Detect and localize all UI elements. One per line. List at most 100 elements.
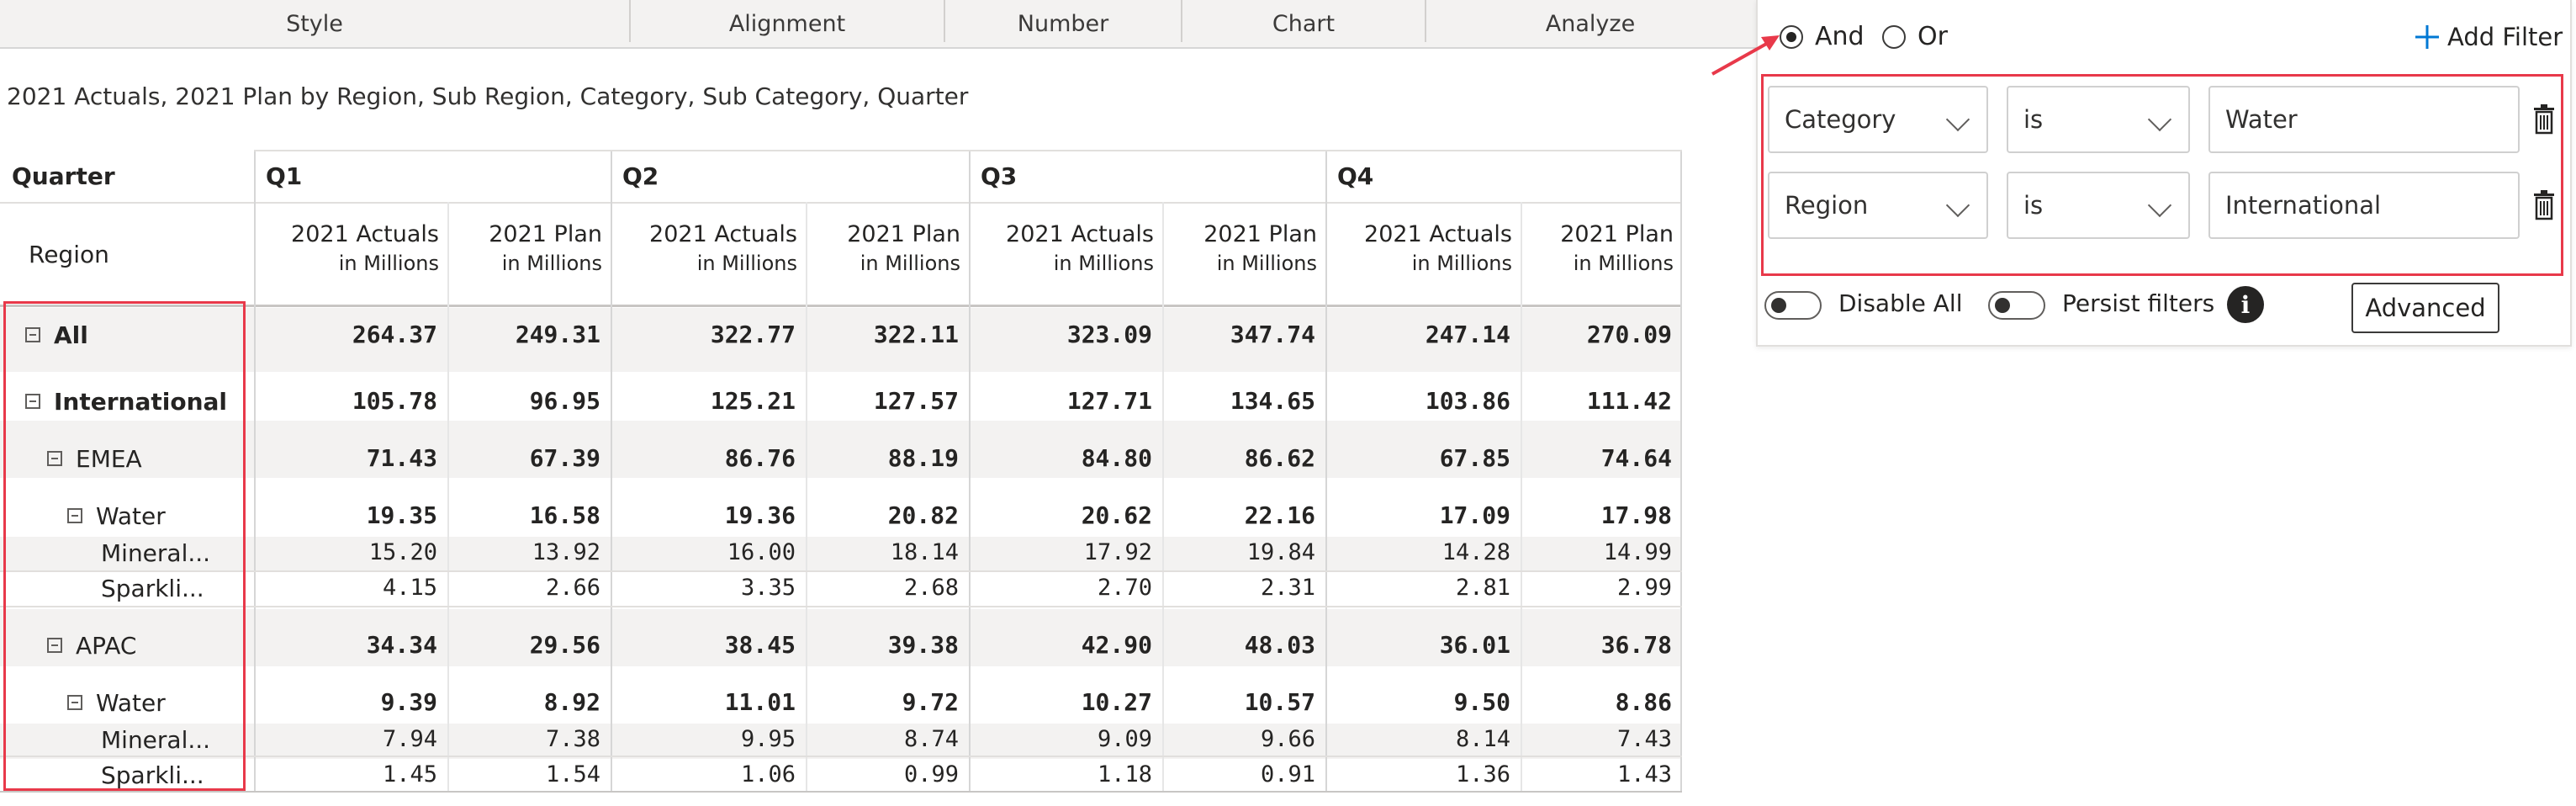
measure-name: 2021 Plan [1560,221,1674,247]
row-header[interactable]: All [25,316,88,353]
or-radio[interactable] [1882,25,1906,49]
table-cell: 7.43 [1616,726,1672,752]
measure-column-header[interactable]: 2021 Actuals in Millions [611,220,806,278]
filter-operator-select[interactable]: is [2007,86,2190,153]
measure-column-header[interactable]: 2021 Plan in Millions [1162,220,1325,278]
plus-icon [2415,25,2439,49]
header-divider [0,202,1682,204]
table-bottom-border [0,791,1682,793]
filter-field-select[interactable]: Category [1768,86,1988,153]
table-cell: 1.18 [1097,761,1152,787]
table-cell: 249.31 [515,321,600,348]
disable-all-label: Disable All [1838,289,1963,317]
row-header[interactable]: International [25,383,227,420]
filter-operator-value: is [2023,105,2044,134]
table-cell: 10.57 [1244,688,1315,716]
table-cell: 127.57 [873,387,959,415]
table-cell: 29.56 [529,631,600,659]
measure-column-header[interactable]: 2021 Actuals in Millions [254,220,447,278]
persist-filters-toggle[interactable] [1988,291,2045,320]
row-header-label: Sparkli... [101,574,204,602]
measure-name: 2021 Actuals [291,221,439,247]
format-ribbon: Style Alignment Number Chart Analyze [0,0,1758,49]
measure-column-header[interactable]: 2021 Plan in Millions [447,220,611,278]
measure-name: 2021 Actuals [649,221,797,247]
table-cell: 96.95 [529,387,600,415]
filter-value-input[interactable]: International [2208,172,2520,239]
measure-column-header[interactable]: 2021 Plan in Millions [806,220,969,278]
chevron-down-icon [1945,107,1970,132]
table-cell: 20.62 [1081,501,1152,529]
table-cell: 34.34 [366,631,437,659]
row-header[interactable]: Water [67,684,166,721]
and-radio[interactable] [1780,25,1803,49]
table-cell: 14.99 [1603,539,1672,565]
collapse-toggle-icon[interactable] [67,508,82,523]
measure-column-header[interactable]: 2021 Plan in Millions [1521,220,1682,278]
table-cell: 125.21 [710,387,796,415]
row-header[interactable]: EMEA [47,440,142,477]
quarter-column-header[interactable]: Q4 [1337,162,1374,190]
measure-column-header[interactable]: 2021 Actuals in Millions [1325,220,1521,278]
measure-unit: in Millions [1573,252,1674,275]
table-cell: 322.77 [710,321,796,348]
tab-alignment[interactable]: Alignment [728,10,846,37]
tab-style[interactable]: Style [286,10,343,37]
row-header-label: Mineral... [101,538,211,567]
table-top-border [254,150,1682,151]
measure-name: 2021 Plan [1203,221,1317,247]
quarter-column-header[interactable]: Q3 [981,162,1018,190]
table-cell: 9.72 [902,688,959,716]
collapse-toggle-icon[interactable] [25,327,40,342]
column-divider [611,150,612,791]
measure-unit: in Millions [1411,252,1512,275]
table-cell: 16.00 [727,539,796,565]
disable-all-toggle[interactable] [1764,291,1822,320]
info-icon[interactable]: i [2227,286,2264,323]
advanced-button[interactable]: Advanced [2351,283,2499,333]
collapse-toggle-icon[interactable] [47,451,62,466]
filter-field-select[interactable]: Region [1768,172,1988,239]
table-cell: 9.95 [740,726,796,752]
measure-name: 2021 Plan [489,221,602,247]
collapse-toggle-icon[interactable] [25,394,40,409]
quarter-column-header[interactable]: Q2 [622,162,659,190]
table-cell: 17.92 [1083,539,1152,565]
table-cell: 11.01 [724,688,796,716]
table-cell: 22.16 [1244,501,1315,529]
collapse-toggle-icon[interactable] [47,638,62,653]
ribbon-separator [629,0,631,42]
chevron-down-icon [2147,107,2172,132]
table-cell: 9.39 [380,688,437,716]
collapse-toggle-icon[interactable] [67,695,82,710]
filter-field-value: Region [1785,191,1869,220]
measure-column-header[interactable]: 2021 Actuals in Millions [969,220,1162,278]
header-bottom-border [0,305,1682,307]
table-cell: 67.85 [1439,444,1510,472]
filter-rows-highlight [1761,74,2563,276]
table-cell: 19.35 [366,501,437,529]
trash-icon[interactable] [2531,188,2557,222]
tab-number[interactable]: Number [1017,10,1109,37]
row-header[interactable]: APAC [47,627,136,664]
table-cell: 2.66 [545,575,600,601]
tab-analyze[interactable]: Analyze [1545,10,1636,37]
tab-chart[interactable]: Chart [1272,10,1336,37]
filter-field-value: Category [1785,105,1896,134]
table-cell: 323.09 [1066,321,1152,348]
add-filter-button[interactable]: Add Filter [2414,20,2563,54]
table-cell: 17.98 [1600,501,1672,529]
trash-icon[interactable] [2531,103,2557,136]
row-header: Sparkli... [101,570,204,607]
row-divider [0,756,1682,757]
quarter-column-header[interactable]: Q1 [266,162,303,190]
row-header[interactable]: Water [67,497,166,534]
column-divider [1521,202,1522,791]
add-filter-label: Add Filter [2447,23,2563,51]
filter-value-input[interactable]: Water [2208,86,2520,153]
row-divider [0,570,1682,572]
filter-operator-select[interactable]: is [2007,172,2190,239]
visual-subtitle: 2021 Actuals, 2021 Plan by Region, Sub R… [7,82,969,110]
table-cell: 7.94 [382,726,437,752]
row-header-label: Water [96,501,166,530]
